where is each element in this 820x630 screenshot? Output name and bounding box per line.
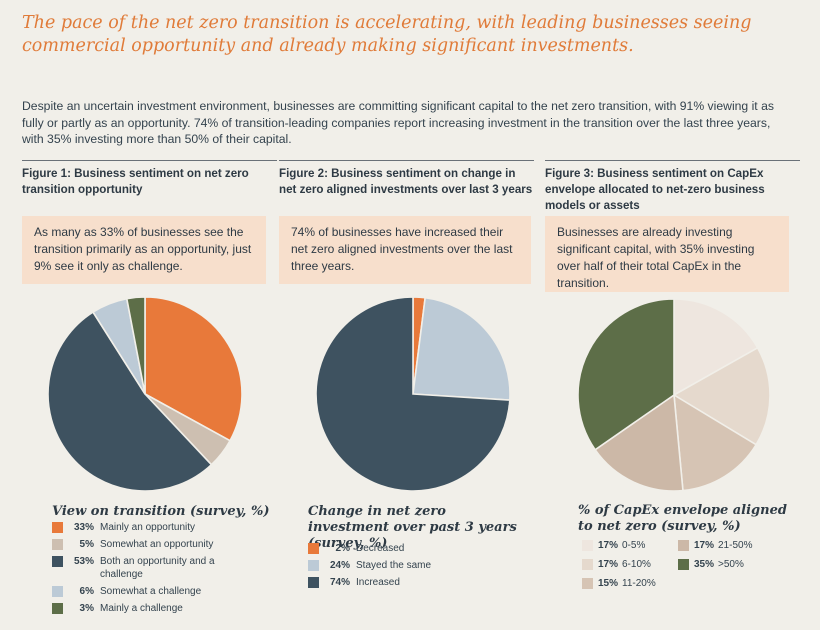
legend-swatch xyxy=(308,543,319,554)
legend-label: Mainly a challenge xyxy=(100,603,183,614)
legend-swatch xyxy=(308,560,319,571)
legend-label: >50% xyxy=(718,559,744,570)
legend-swatch xyxy=(52,603,63,614)
figure-1-legend: 33% Mainly an opportunity 5% Somewhat an op… xyxy=(52,521,267,619)
legend-2-item-stayed-the-same: 24% Stayed the same xyxy=(308,559,523,572)
legend-swatch xyxy=(308,577,319,588)
legend-value: 6% xyxy=(79,586,94,597)
legend-value: 17% xyxy=(597,540,618,551)
figure-3-callout: Businesses are already investing signifi… xyxy=(545,216,789,292)
legend-swatch xyxy=(678,540,689,551)
figure-2-callout: 74% of businesses have increased their n… xyxy=(279,216,531,284)
figure-1-chart-title: View on transition (survey, %) xyxy=(52,504,270,519)
legend-1-item-somewhat-an-opportunity: 5% Somewhat an opportunity xyxy=(52,538,267,551)
intro-paragraph: Despite an uncertain investment environm… xyxy=(22,99,774,146)
legend-1-item-mainly-a-challenge: 3% Mainly a challenge xyxy=(52,602,267,615)
figure-3-chart-title: % of CapEx envelope aligned to net zero … xyxy=(578,503,787,534)
legend-label: 21-50% xyxy=(718,540,753,551)
figure-2-heading: Figure 2: Business sentiment on change i… xyxy=(279,167,533,196)
figure-1-rule xyxy=(22,160,277,161)
legend-label: 11-20% xyxy=(622,578,656,589)
pie-2-slice-stayed-the-same xyxy=(412,296,511,401)
legend-label: Somewhat a challenge xyxy=(100,586,202,597)
pie-1-slice-mainly-an-opportunity xyxy=(144,296,243,442)
legend-label: Mainly an opportunity xyxy=(100,522,196,533)
legend-swatch xyxy=(52,522,63,533)
legend-label: Stayed the same xyxy=(356,560,432,571)
figure-3-pie-chart xyxy=(577,298,771,492)
pie-1-slice-both-an-opportunity-and-a-challenge xyxy=(47,310,213,492)
legend-1-item-both-an-opportunity-and-a-challenge: 53% Both an opportunity and a challenge xyxy=(52,555,267,581)
figure-2-legend: 2% Decreased 24% Stayed the same 74% Increase… xyxy=(308,542,523,593)
figure-1-header: Figure 1: Business sentiment on net zero… xyxy=(22,160,277,198)
legend-3-item-21-50: 17% 21-50% xyxy=(678,539,774,552)
legend-1-item-somewhat-a-challenge: 6% Somewhat a challenge xyxy=(52,585,267,598)
figure-3-rule xyxy=(545,160,800,161)
legend-label: 6-10% xyxy=(622,559,651,570)
figure-2-rule xyxy=(279,160,534,161)
legend-value: 33% xyxy=(73,522,94,533)
legend-label: 0-5% xyxy=(622,540,646,551)
pie-1-slice-mainly-a-challenge xyxy=(125,296,146,395)
legend-label: Somewhat an opportunity xyxy=(100,539,214,550)
legend-value: 5% xyxy=(79,539,94,550)
legend-3-item-0-5: 17% 0-5% xyxy=(582,539,678,552)
figure-1-heading: Figure 1: Business sentiment on net zero… xyxy=(22,167,249,196)
legend-value: 24% xyxy=(329,560,350,571)
legend-3-item-11-20: 15% 11-20% xyxy=(582,577,678,590)
pie-3-slice-0-5 xyxy=(673,298,759,397)
legend-value: 17% xyxy=(597,559,618,570)
figure-2-chart-title: Change in net zero investment over past … xyxy=(308,504,517,551)
figure-3-heading: Figure 3: Business sentiment on CapEx en… xyxy=(545,167,765,212)
figure-2-pie-chart xyxy=(315,296,511,492)
pie-2-slice-increased xyxy=(315,296,511,492)
legend-value: 2% xyxy=(335,543,350,554)
pie-3-slice-50 xyxy=(577,298,675,451)
legend-value: 3% xyxy=(79,603,94,614)
legend-label: Decreased xyxy=(356,543,405,554)
legend-swatch xyxy=(52,556,63,567)
legend-value: 15% xyxy=(597,578,618,589)
legend-value: 53% xyxy=(73,556,94,567)
legend-2-item-increased: 74% Increased xyxy=(308,576,523,589)
legend-swatch xyxy=(52,586,63,597)
legend-2-item-decreased: 2% Decreased xyxy=(308,542,523,555)
legend-swatch xyxy=(582,559,593,570)
legend-3-item-50: 35% >50% xyxy=(678,558,774,571)
pie-3-slice-21-50 xyxy=(594,393,684,492)
legend-3-item-6-10: 17% 6-10% xyxy=(582,558,678,571)
figure-3-legend: 17% 0-5% 17% 6-10% 15% 11-20% 17% 21-50% 35% >50% xyxy=(582,539,782,595)
headline: The pace of the net zero transition is a… xyxy=(22,13,752,56)
legend-swatch xyxy=(582,578,593,589)
pie-3-slice-11-20 xyxy=(673,393,758,492)
figure-3-header: Figure 3: Business sentiment on CapEx en… xyxy=(545,160,800,214)
legend-value: 35% xyxy=(693,559,714,570)
legend-swatch xyxy=(582,540,593,551)
legend-swatch xyxy=(678,559,689,570)
legend-1-item-mainly-an-opportunity: 33% Mainly an opportunity xyxy=(52,521,267,534)
legend-swatch xyxy=(52,539,63,550)
legend-value: 74% xyxy=(329,577,350,588)
pie-3-slice-6-10 xyxy=(672,346,771,446)
legend-label: Increased xyxy=(356,577,400,588)
figure-1-pie-chart xyxy=(47,296,243,492)
figure-2-header: Figure 2: Business sentiment on change i… xyxy=(279,160,534,198)
legend-label: Both an opportunity and a challenge xyxy=(100,556,215,580)
figure-1-callout: As many as 33% of businesses see the tra… xyxy=(22,216,266,284)
legend-value: 17% xyxy=(693,540,714,551)
